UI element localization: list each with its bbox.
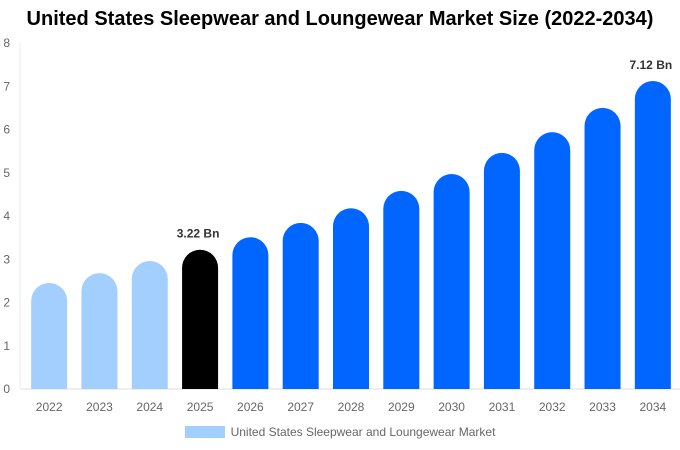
y-tick-label: 8 — [3, 36, 10, 50]
y-tick-label: 6 — [3, 123, 10, 137]
legend-swatch — [184, 426, 225, 438]
y-tick-label: 5 — [3, 166, 10, 180]
y-tick-label: 3 — [3, 252, 10, 266]
bar-2029 — [383, 190, 420, 389]
x-tick-label: 2031 — [489, 400, 516, 414]
bar-2024 — [131, 260, 168, 389]
bar-2033 — [584, 107, 621, 390]
legend: United States Sleepwear and Loungewear M… — [0, 425, 680, 439]
x-tick-label: 2029 — [388, 400, 415, 414]
y-tick-label: 7 — [3, 79, 10, 93]
chart-title: United States Sleepwear and Loungewear M… — [26, 8, 654, 30]
x-tick-label: 2027 — [287, 400, 314, 414]
x-tick-label: 2026 — [237, 400, 264, 414]
bar-2028 — [333, 208, 369, 389]
bar-2031 — [483, 152, 520, 389]
bar-2027 — [282, 222, 319, 389]
bar-2022 — [31, 283, 68, 389]
bar-2030 — [433, 174, 470, 389]
x-tick-label: 2034 — [639, 400, 666, 414]
x-tick-label: 2033 — [589, 400, 616, 414]
x-tick-label: 2025 — [187, 400, 214, 414]
bar-2034 — [634, 81, 671, 389]
bar-2026 — [232, 237, 269, 389]
y-tick-label: 2 — [3, 296, 10, 310]
x-tick-label: 2030 — [438, 400, 465, 414]
bar-2025 — [182, 249, 219, 389]
data-label-2025: 3.22 Bn — [177, 227, 220, 241]
x-tick-label: 2028 — [338, 400, 365, 414]
y-tick-label: 4 — [3, 209, 10, 223]
y-tick-label: 0 — [3, 382, 10, 396]
x-tick-label: 2024 — [136, 400, 163, 414]
x-tick-label: 2023 — [86, 400, 113, 414]
legend-label: United States Sleepwear and Loungewear M… — [230, 425, 496, 439]
data-label-2034: 7.12 Bn — [630, 58, 673, 72]
x-tick-label: 2022 — [36, 400, 63, 414]
x-tick-label: 2032 — [539, 400, 566, 414]
bar-2032 — [534, 132, 571, 389]
y-tick-label: 1 — [3, 339, 10, 353]
bar-2023 — [81, 273, 118, 389]
